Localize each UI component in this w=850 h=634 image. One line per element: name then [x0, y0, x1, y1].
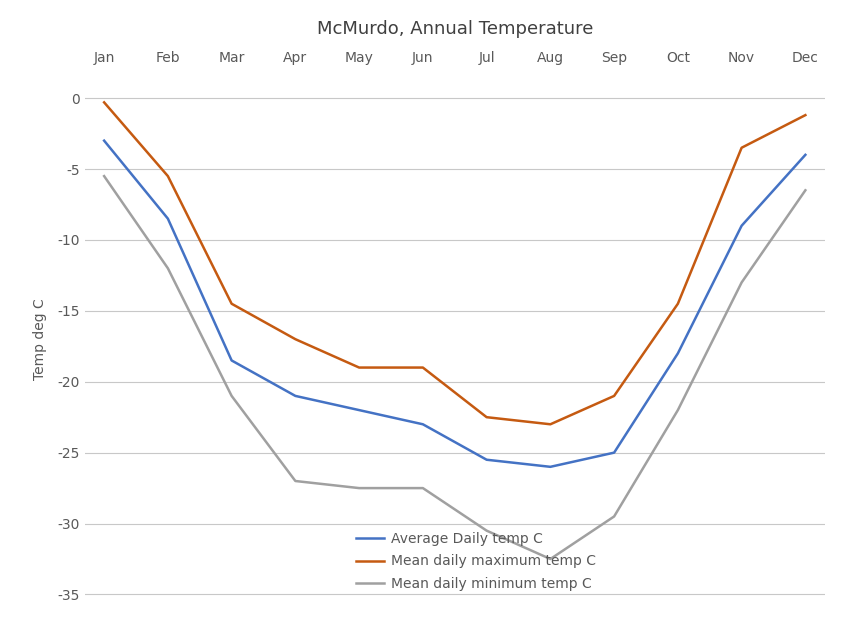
Mean daily maximum temp C	[99, 98, 109, 106]
Mean daily minimum temp C	[800, 186, 810, 194]
Mean daily minimum temp C	[417, 484, 428, 492]
Line: Mean daily minimum temp C: Mean daily minimum temp C	[104, 176, 805, 559]
Mean daily minimum temp C	[162, 264, 173, 272]
Average Daily temp C	[354, 406, 364, 414]
Mean daily minimum temp C	[481, 527, 491, 534]
Average Daily temp C	[609, 449, 619, 456]
Average Daily temp C	[672, 349, 683, 357]
Title: McMurdo, Annual Temperature: McMurdo, Annual Temperature	[316, 20, 593, 38]
Mean daily minimum temp C	[226, 392, 236, 399]
Mean daily maximum temp C	[417, 364, 428, 372]
Mean daily minimum temp C	[736, 279, 746, 287]
Mean daily minimum temp C	[546, 555, 556, 563]
Average Daily temp C	[226, 357, 236, 365]
Average Daily temp C	[99, 137, 109, 145]
Mean daily minimum temp C	[99, 172, 109, 180]
Mean daily minimum temp C	[672, 406, 683, 414]
Average Daily temp C	[546, 463, 556, 470]
Y-axis label: Temp deg C: Temp deg C	[32, 299, 47, 380]
Mean daily minimum temp C	[354, 484, 364, 492]
Legend: Average Daily temp C, Mean daily maximum temp C, Mean daily minimum temp C: Average Daily temp C, Mean daily maximum…	[351, 526, 602, 597]
Line: Average Daily temp C: Average Daily temp C	[104, 141, 805, 467]
Mean daily maximum temp C	[609, 392, 619, 399]
Mean daily minimum temp C	[609, 513, 619, 521]
Mean daily maximum temp C	[800, 112, 810, 119]
Average Daily temp C	[481, 456, 491, 463]
Average Daily temp C	[800, 151, 810, 158]
Average Daily temp C	[162, 215, 173, 223]
Mean daily maximum temp C	[672, 300, 683, 307]
Mean daily maximum temp C	[226, 300, 236, 307]
Mean daily maximum temp C	[354, 364, 364, 372]
Average Daily temp C	[736, 222, 746, 230]
Mean daily maximum temp C	[290, 335, 301, 343]
Mean daily minimum temp C	[290, 477, 301, 485]
Mean daily maximum temp C	[481, 413, 491, 421]
Line: Mean daily maximum temp C: Mean daily maximum temp C	[104, 102, 805, 424]
Mean daily maximum temp C	[546, 420, 556, 428]
Mean daily maximum temp C	[736, 144, 746, 152]
Average Daily temp C	[417, 420, 428, 428]
Mean daily maximum temp C	[162, 172, 173, 180]
Average Daily temp C	[290, 392, 301, 399]
